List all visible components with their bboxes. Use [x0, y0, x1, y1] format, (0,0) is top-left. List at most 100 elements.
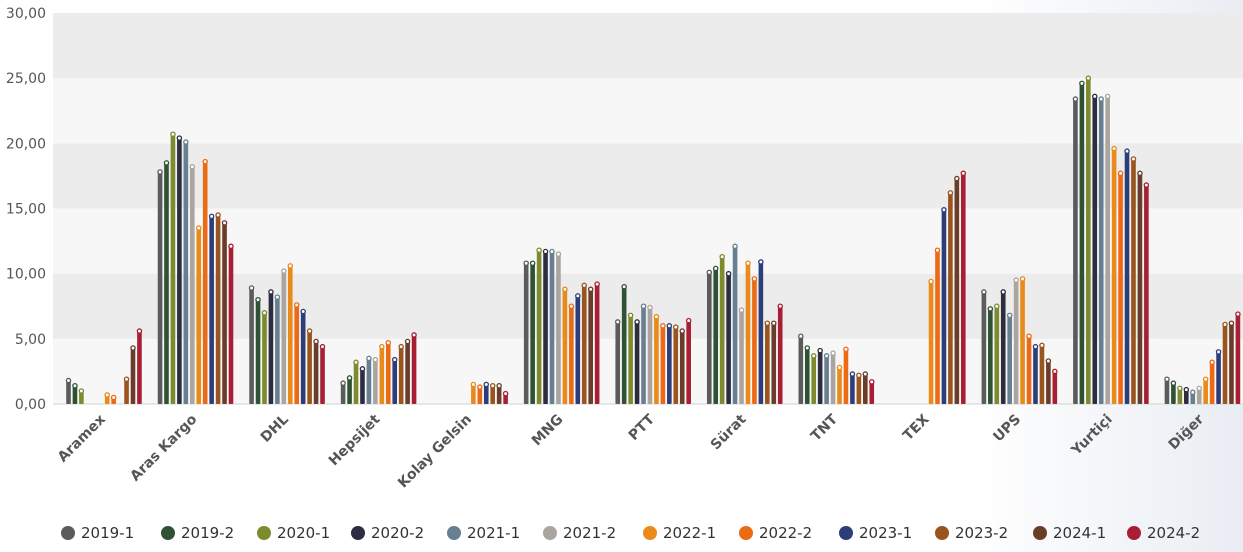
bar-marker	[189, 164, 196, 170]
bar	[124, 379, 129, 404]
bar-marker	[1052, 368, 1058, 375]
bar	[1020, 278, 1025, 404]
x-tick-label: TNT	[808, 411, 841, 444]
legend-item-label: 2019-2	[181, 524, 234, 542]
legend-item-label: 2020-2	[371, 524, 424, 542]
bar	[313, 341, 319, 404]
bar	[804, 347, 810, 404]
grid-band	[53, 208, 1243, 274]
bar-marker	[1111, 145, 1117, 152]
bar	[1137, 173, 1143, 404]
bar-marker	[359, 366, 366, 372]
bar	[732, 246, 738, 404]
legend-swatch	[1033, 526, 1047, 540]
bar-marker	[523, 260, 529, 266]
bar-marker	[745, 260, 751, 266]
bar	[1229, 323, 1234, 404]
bar	[157, 172, 163, 404]
x-tick-label: MNG	[529, 412, 567, 450]
bar-marker	[123, 376, 130, 382]
y-tick-label: 0,00	[15, 397, 46, 413]
bar	[1105, 96, 1110, 404]
bar-marker	[738, 307, 745, 313]
bar-marker	[1000, 289, 1006, 295]
bar	[745, 263, 751, 404]
bar-marker	[208, 213, 215, 220]
bar	[1079, 83, 1085, 404]
legend-swatch	[739, 526, 753, 540]
bar	[137, 331, 142, 404]
bar	[353, 362, 359, 404]
bar-marker	[1032, 343, 1039, 350]
bar	[222, 222, 227, 404]
bar-marker	[581, 282, 587, 289]
bar-marker	[994, 303, 1000, 309]
bar	[765, 323, 770, 404]
bar	[739, 310, 744, 404]
bar	[706, 272, 712, 404]
bar-marker	[627, 312, 634, 319]
bar-marker	[823, 353, 830, 359]
bar-marker	[215, 212, 221, 218]
bar	[202, 161, 208, 404]
bar-marker	[555, 251, 562, 257]
bar	[575, 295, 581, 404]
bar-marker	[575, 293, 581, 299]
bar	[686, 320, 691, 404]
bar-marker	[65, 377, 72, 384]
bar	[1033, 346, 1038, 404]
bar	[1144, 185, 1149, 404]
bar	[581, 285, 587, 404]
bar	[569, 306, 574, 404]
legend-swatch	[161, 526, 175, 540]
bar-marker	[110, 394, 117, 401]
legend-swatch	[643, 526, 657, 540]
bar	[1052, 371, 1058, 404]
bar-marker	[202, 158, 208, 165]
x-tick-label: Hepsijet	[326, 411, 384, 469]
bar	[758, 261, 764, 404]
bar	[981, 291, 987, 404]
bar-marker	[1202, 376, 1209, 382]
bar	[536, 250, 542, 404]
bar	[928, 281, 934, 404]
legend-item-label: 2023-2	[955, 524, 1008, 542]
bar-marker	[1117, 170, 1124, 177]
bar-marker	[1104, 93, 1111, 100]
bar	[66, 380, 71, 404]
bar-marker	[621, 283, 627, 290]
y-axis: 0,00 5,00 10,00 15,00 20,00 25,00 30,00	[6, 6, 46, 413]
bar	[654, 316, 659, 404]
bar	[294, 304, 300, 404]
bar-marker	[634, 319, 640, 325]
bar	[1000, 291, 1006, 404]
bar-marker	[346, 375, 353, 381]
y-tick-label: 15,00	[6, 202, 46, 218]
bar	[1196, 388, 1202, 404]
bar-marker	[379, 343, 385, 350]
bar-marker	[470, 381, 477, 388]
bar	[726, 273, 731, 404]
bar-marker	[960, 170, 967, 177]
bar-marker	[411, 332, 417, 338]
bar-marker	[1072, 96, 1079, 102]
bar	[477, 387, 483, 404]
bar	[817, 350, 823, 404]
bar	[1086, 78, 1091, 405]
bar	[1216, 351, 1221, 404]
bar	[1092, 96, 1098, 404]
legend: 2019-1 2019-2 2020-1 2020-2 2021-1 2021-2 2022…	[61, 524, 1200, 542]
bar	[594, 284, 600, 404]
bar	[1177, 388, 1183, 404]
bar	[863, 374, 868, 404]
bar	[811, 355, 817, 404]
bar	[189, 166, 195, 404]
bar-marker	[862, 371, 869, 377]
bar	[948, 192, 953, 404]
bar	[503, 393, 508, 404]
bar-marker	[706, 269, 713, 276]
bar-marker	[587, 286, 594, 293]
bar	[549, 251, 555, 404]
bar	[830, 353, 836, 404]
bar-marker	[255, 296, 261, 303]
